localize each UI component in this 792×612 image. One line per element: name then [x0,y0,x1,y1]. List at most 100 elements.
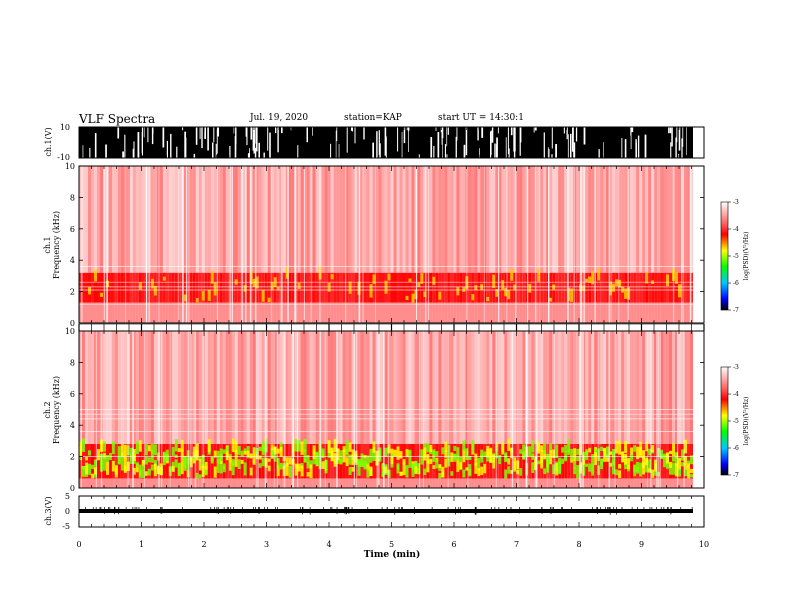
spectrogram-fleck [648,448,652,456]
spectrogram-fleck [348,454,352,465]
ch1-waveform-gap [441,127,444,139]
spectrogram-band-cell [132,272,136,303]
spectrogram-low-cell [219,302,223,323]
ch3-waveform-spike [136,507,138,511]
ch1-waveform-gap [437,132,440,158]
spectrogram-fleck [177,448,181,453]
spectrogram-fleck [276,458,280,468]
time-tick-label: 6 [451,540,456,549]
spectrogram-band-cell [351,272,355,303]
ch1-waveform-gap [621,138,623,158]
spectrogram-column [369,331,373,444]
spectrogram-fleck [138,464,142,477]
spectrogram-column [399,331,403,444]
ch1-waveform-gap [199,127,201,140]
spectrogram-column [147,331,151,444]
spectrogram-fleck [543,468,547,475]
spectrogram-low-cell [447,478,451,488]
spectrogram-low-cell [297,302,301,323]
spectrogram-fleck [153,444,157,456]
spectrogram-band-cell [100,272,103,303]
spectrogram-low-cell [432,478,436,488]
spectrogram-fleck [321,461,325,469]
spectrogram-fleck [618,279,622,288]
spectrogram-band-cell [234,272,238,303]
spectrogram-fleck [561,458,565,464]
spectrogram-fleck [276,464,280,477]
spectrogram-low-cell [486,302,490,323]
spectrogram-fleck [585,278,589,283]
spectrogram-low-cell [393,302,397,323]
spectrogram-low-cell [561,302,565,323]
freq-tick-label: 10 [65,162,75,171]
spectrogram-low-cell [153,302,157,323]
spectrogram-fleck [645,459,649,473]
ch1-waveform-gap [686,127,687,156]
spectrogram-fleck [294,463,298,476]
spectrogram-low-cell [411,302,415,323]
spectrogram-low-cell [558,302,562,323]
spectrogram-column [492,331,496,444]
spectrogram-low-cell [282,302,286,323]
colorbar-tick-label: -6 [733,445,739,452]
ch1-waveform-gap [277,127,279,153]
spectrogram-band-cell [207,272,211,303]
spectrogram-fleck [315,453,319,466]
spectrogram-column [456,166,460,273]
spectrogram-fleck [675,272,678,284]
spectrogram-band-cell [387,444,391,479]
spectrogram-fleck [270,450,274,457]
ch3-waveform-spike [348,507,350,514]
spectrogram-column [513,331,517,444]
spectrogram-low-cell [144,478,148,488]
freq-tick-label: 8 [70,193,75,202]
spectrogram-fleck [150,449,154,463]
spectrogram-band-cell [109,444,112,479]
spectrogram-band-cell [82,444,85,479]
spectrogram-column [342,166,346,273]
spectrogram-low-cell [546,302,550,323]
spectrogram-streak [535,166,537,323]
spectrogram-low-cell [528,478,532,488]
spectrogram-low-cell [372,302,376,323]
ch1-waveform-gap [267,127,269,151]
spectrogram-fleck [252,447,256,459]
spectrogram-low-cell [204,302,208,323]
spectrogram-low-cell [225,478,229,488]
spectrogram-low-cell [258,478,262,488]
spectrogram-column [387,331,391,444]
spectrogram-column [384,331,388,444]
ch1-waveform-gap [444,144,446,158]
spectrogram-fleck [669,464,672,475]
spectrogram-column [519,331,523,444]
spectrogram-band-cell [97,444,100,479]
spectrogram-fleck [162,276,166,281]
spectrogram-column [396,331,400,444]
spectrogram-band-cell [588,272,592,303]
spectrogram-band-cell [561,272,565,303]
time-axis: 0 1 2 3 4 5 6 7 8 9 10 [76,127,709,549]
spectrogram-fleck [357,461,361,476]
spectrogram-column [321,331,325,444]
spectrogram-low-cell [273,302,277,323]
spectrogram-fleck [474,459,478,466]
spectrogram-fleck [147,445,151,452]
spectrogram-band-cell [97,272,100,303]
spectrogram-column [273,166,277,273]
spectrogram-column [91,331,94,444]
ch3-waveform-spike [302,507,304,512]
spectrogram-fleck [612,460,616,475]
ch3-waveform-spike [667,507,669,513]
spectrogram-fleck [88,463,91,475]
spectrogram-column [135,166,139,273]
spectrogram-column [450,331,454,444]
spectrogram-fleck [588,467,592,472]
spectrogram-fleck [207,439,211,453]
spectrogram-streak [689,166,692,323]
spectrogram-fleck [672,443,675,456]
ch3-waveform-spike [182,507,183,509]
spectrogram-low-cell [555,478,559,488]
spectrogram-low-cell [597,302,601,323]
spectrogram-band-cell [453,272,457,303]
spectrogram-low-cell [477,302,481,323]
